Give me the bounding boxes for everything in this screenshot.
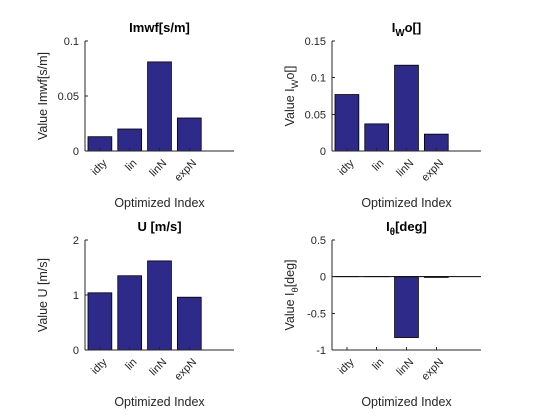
bar-lin <box>117 275 143 351</box>
y-axis-label: Value U [m/s] <box>36 258 50 332</box>
bar-linN <box>394 276 419 338</box>
x-tick-label: idty <box>336 356 357 377</box>
y-axis-label: Value IWo[] <box>283 66 300 127</box>
x-tick-label: expN <box>419 356 446 383</box>
x-tick-label: lin <box>123 157 139 173</box>
chart-title: IWo[] <box>392 20 421 39</box>
y-axis-label-sub: W <box>290 79 300 88</box>
y-axis-label-main: Value I <box>283 88 297 126</box>
chart-title-tail: o[] <box>405 20 422 35</box>
x-axis-label: Optimized Index <box>361 395 452 409</box>
bar-expN <box>176 296 202 351</box>
bar-expN <box>176 117 202 152</box>
x-axis-label: Optimized Index <box>114 395 205 409</box>
y-axis-label: Value Iθ[deg] <box>283 259 300 330</box>
y-tick-label: 0.15 <box>305 36 326 48</box>
bar-linN <box>147 260 172 351</box>
bar-lin <box>364 123 390 152</box>
chart-title: Imwf[s/m] <box>129 20 190 35</box>
y-tick-label: 1 <box>73 290 79 302</box>
y-tick-label: -0.5 <box>307 308 326 320</box>
x-tick-label: expN <box>172 356 199 383</box>
chart-panel-3: 0 1 2 idty lin linN expN U [m/s] Optimized Index… <box>36 219 234 409</box>
y-tick-label: 2 <box>73 235 79 247</box>
chart-title-sub: W <box>395 28 405 39</box>
y-tick-label: 0.1 <box>311 73 326 85</box>
chart-title-tail: [deg] <box>395 219 427 234</box>
y-tick-label: 0.05 <box>58 91 79 103</box>
x-tick-label: idty <box>89 157 110 178</box>
y-tick-label: 0 <box>73 345 79 357</box>
chart-panel-1: 0 0.05 0.1 idty lin linN expN Imwf[s/m] Optimize… <box>36 20 234 210</box>
y-tick-label: 0.1 <box>64 36 79 48</box>
bar-linN <box>147 61 172 152</box>
y-tick-label: 0.05 <box>305 109 326 121</box>
bar-idty <box>87 292 113 351</box>
y-tick-label: -1 <box>316 345 326 357</box>
x-tick-label: idty <box>89 356 110 377</box>
y-axis-label-sub: θ <box>290 287 300 292</box>
x-tick-label: lin <box>370 356 386 372</box>
x-axis-label: Optimized Index <box>361 196 452 210</box>
x-tick-label: expN <box>172 157 199 184</box>
x-tick-label: lin <box>123 356 139 372</box>
chart-title: U [m/s] <box>137 219 181 234</box>
x-tick-label: idty <box>336 157 357 178</box>
chart-title-main: I <box>392 20 396 35</box>
x-tick-label: linN <box>147 356 169 378</box>
x-tick-label: expN <box>419 157 446 184</box>
y-tick-label: 0.5 <box>311 235 326 247</box>
chart-title-sub: θ <box>390 227 395 238</box>
x-axis-label: Optimized Index <box>114 196 205 210</box>
y-tick-label: 0 <box>320 146 326 158</box>
chart-title-main: I <box>386 219 390 234</box>
bar-lin <box>117 128 143 152</box>
chart-title: Iθ[deg] <box>386 219 427 238</box>
x-tick-label: linN <box>394 356 416 378</box>
x-tick-label: lin <box>370 157 386 173</box>
y-tick-label: 0 <box>320 272 326 284</box>
y-axis-label-main: Value I <box>283 293 297 331</box>
bar-idty <box>334 94 360 152</box>
x-tick-label: linN <box>394 157 416 179</box>
x-tick-label: linN <box>147 157 169 179</box>
y-axis-label-tail: o[] <box>283 66 297 80</box>
y-tick-label: 0 <box>73 146 79 158</box>
y-axis-label-tail: [deg] <box>283 259 297 287</box>
y-axis-label: Value Imwf[s/m] <box>36 52 50 140</box>
bar-linN <box>394 64 419 152</box>
